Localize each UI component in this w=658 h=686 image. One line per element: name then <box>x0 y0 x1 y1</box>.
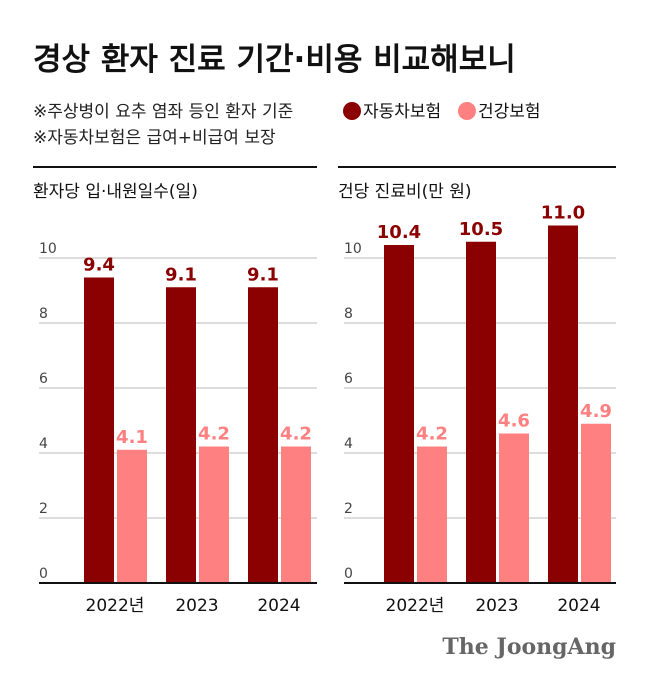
data-label: 10.5 <box>459 219 503 240</box>
x-tick-label: 2022년 <box>386 596 445 616</box>
data-label: 9.1 <box>165 264 197 285</box>
bar <box>84 277 114 583</box>
y-tick-label: 2 <box>39 501 48 517</box>
data-label: 4.2 <box>280 424 312 445</box>
bar <box>281 446 311 583</box>
x-tick-label: 2022년 <box>86 596 145 616</box>
legend-swatch-auto <box>343 102 361 120</box>
data-label: 4.2 <box>416 424 448 445</box>
panel-title: 환자당 입·내원일수(일) <box>33 182 198 202</box>
bar <box>117 449 147 583</box>
y-tick-label: 4 <box>344 436 353 452</box>
y-tick-label: 10 <box>39 241 57 257</box>
y-tick-label: 8 <box>39 306 48 322</box>
legend-label-auto: 자동차보험 <box>363 102 441 122</box>
x-tick-label: 2024 <box>557 596 600 616</box>
title: 경상 환자 진료 기간·비용 비교해보니 <box>33 42 516 78</box>
y-tick-label: 0 <box>344 566 353 582</box>
x-tick-label: 2024 <box>257 596 300 616</box>
data-label: 4.2 <box>198 424 230 445</box>
note-2: ※자동차보험은 급여+비급여 보장 <box>33 128 276 148</box>
data-label: 11.0 <box>541 203 585 224</box>
bar <box>166 287 196 583</box>
y-tick-label: 6 <box>344 371 353 387</box>
y-tick-label: 6 <box>39 371 48 387</box>
data-label: 9.1 <box>247 264 279 285</box>
bar <box>581 423 611 583</box>
data-label: 10.4 <box>377 222 421 243</box>
y-tick-label: 10 <box>344 241 362 257</box>
y-tick-label: 0 <box>39 566 48 582</box>
data-label: 9.4 <box>83 255 115 276</box>
y-tick-label: 4 <box>39 436 48 452</box>
x-tick-label: 2023 <box>475 596 518 616</box>
panel-title: 건당 진료비(만 원) <box>338 182 472 202</box>
bar <box>199 446 229 583</box>
bar <box>499 433 529 583</box>
x-tick-label: 2023 <box>175 596 218 616</box>
bar <box>466 241 496 583</box>
note-1: ※주상병이 요추 염좌 등인 환자 기준 <box>33 102 293 122</box>
logo: The JoongAng <box>442 634 616 660</box>
y-tick-label: 8 <box>344 306 353 322</box>
legend-label-health: 건강보험 <box>478 102 541 122</box>
data-label: 4.1 <box>116 427 148 448</box>
bar <box>248 287 278 583</box>
data-label: 4.6 <box>498 411 530 432</box>
y-tick-label: 2 <box>344 501 353 517</box>
legend-swatch-health <box>458 102 476 120</box>
bar <box>417 446 447 583</box>
data-label: 4.9 <box>580 401 612 422</box>
bar <box>384 245 414 583</box>
bar <box>548 225 578 583</box>
